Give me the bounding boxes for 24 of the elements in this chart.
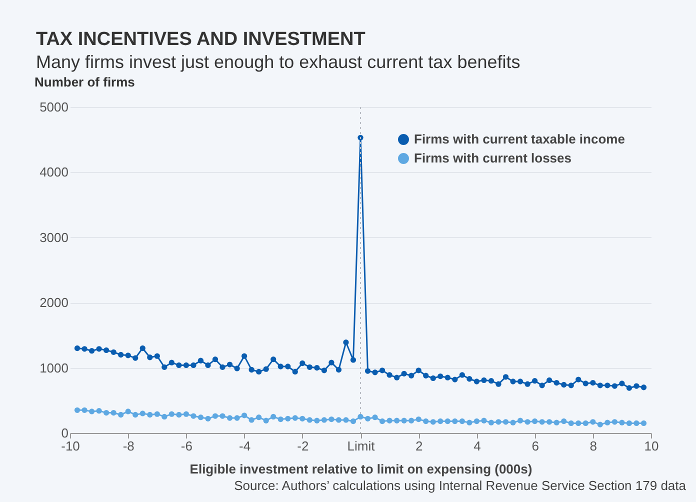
x-tick-label: 6 (532, 438, 539, 454)
source-note: Source: Authors’ calculations using Internal Revenue Service Section 179 data (233, 478, 686, 493)
y-tick-label: 2000 (40, 295, 68, 310)
legend-label: Firms with current losses (414, 150, 572, 166)
legend-label: Firms with current taxable income (414, 132, 625, 146)
y-tick-label: 0 (61, 426, 68, 440)
x-tick-label: 10 (644, 438, 659, 454)
x-tick-label: -8 (122, 438, 134, 454)
x-tick-label: 4 (474, 438, 481, 454)
x-tick-label: 2 (415, 438, 423, 454)
y-axis-title: Number of firms (34, 74, 135, 90)
chart-title: TAX INCENTIVES AND INVESTMENT (36, 29, 366, 50)
chart-subtitle: Many firms invest just enough to exhaust current tax benefits (36, 52, 520, 72)
x-tick-label: -6 (180, 438, 192, 454)
y-tick-label: 4000 (40, 164, 68, 180)
x-tick-label: -2 (297, 438, 309, 454)
x-tick-label: -10 (61, 438, 80, 454)
x-tick-label: Limit (347, 438, 376, 454)
x-axis-title: Eligible investment relative to limit on expensing (000s) (190, 462, 532, 476)
y-tick-label: 1000 (40, 360, 68, 376)
y-tick-label: 3000 (40, 230, 68, 245)
x-tick-label: -4 (239, 438, 251, 454)
x-tick-label: 8 (590, 438, 598, 454)
y-tick-label: 5000 (40, 100, 68, 114)
